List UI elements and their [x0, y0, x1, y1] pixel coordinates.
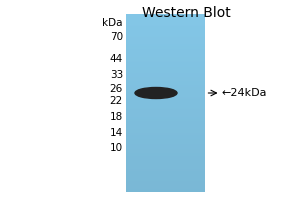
Text: 10: 10: [110, 143, 123, 153]
Text: 44: 44: [110, 54, 123, 64]
Text: 22: 22: [110, 96, 123, 106]
Text: 18: 18: [110, 112, 123, 122]
Text: Western Blot: Western Blot: [142, 6, 230, 20]
Text: ←24kDa: ←24kDa: [222, 88, 268, 98]
Text: kDa: kDa: [103, 18, 123, 28]
Text: 33: 33: [110, 70, 123, 80]
Text: 70: 70: [110, 32, 123, 42]
Text: 14: 14: [110, 128, 123, 138]
Ellipse shape: [135, 88, 177, 98]
Text: 26: 26: [110, 84, 123, 94]
